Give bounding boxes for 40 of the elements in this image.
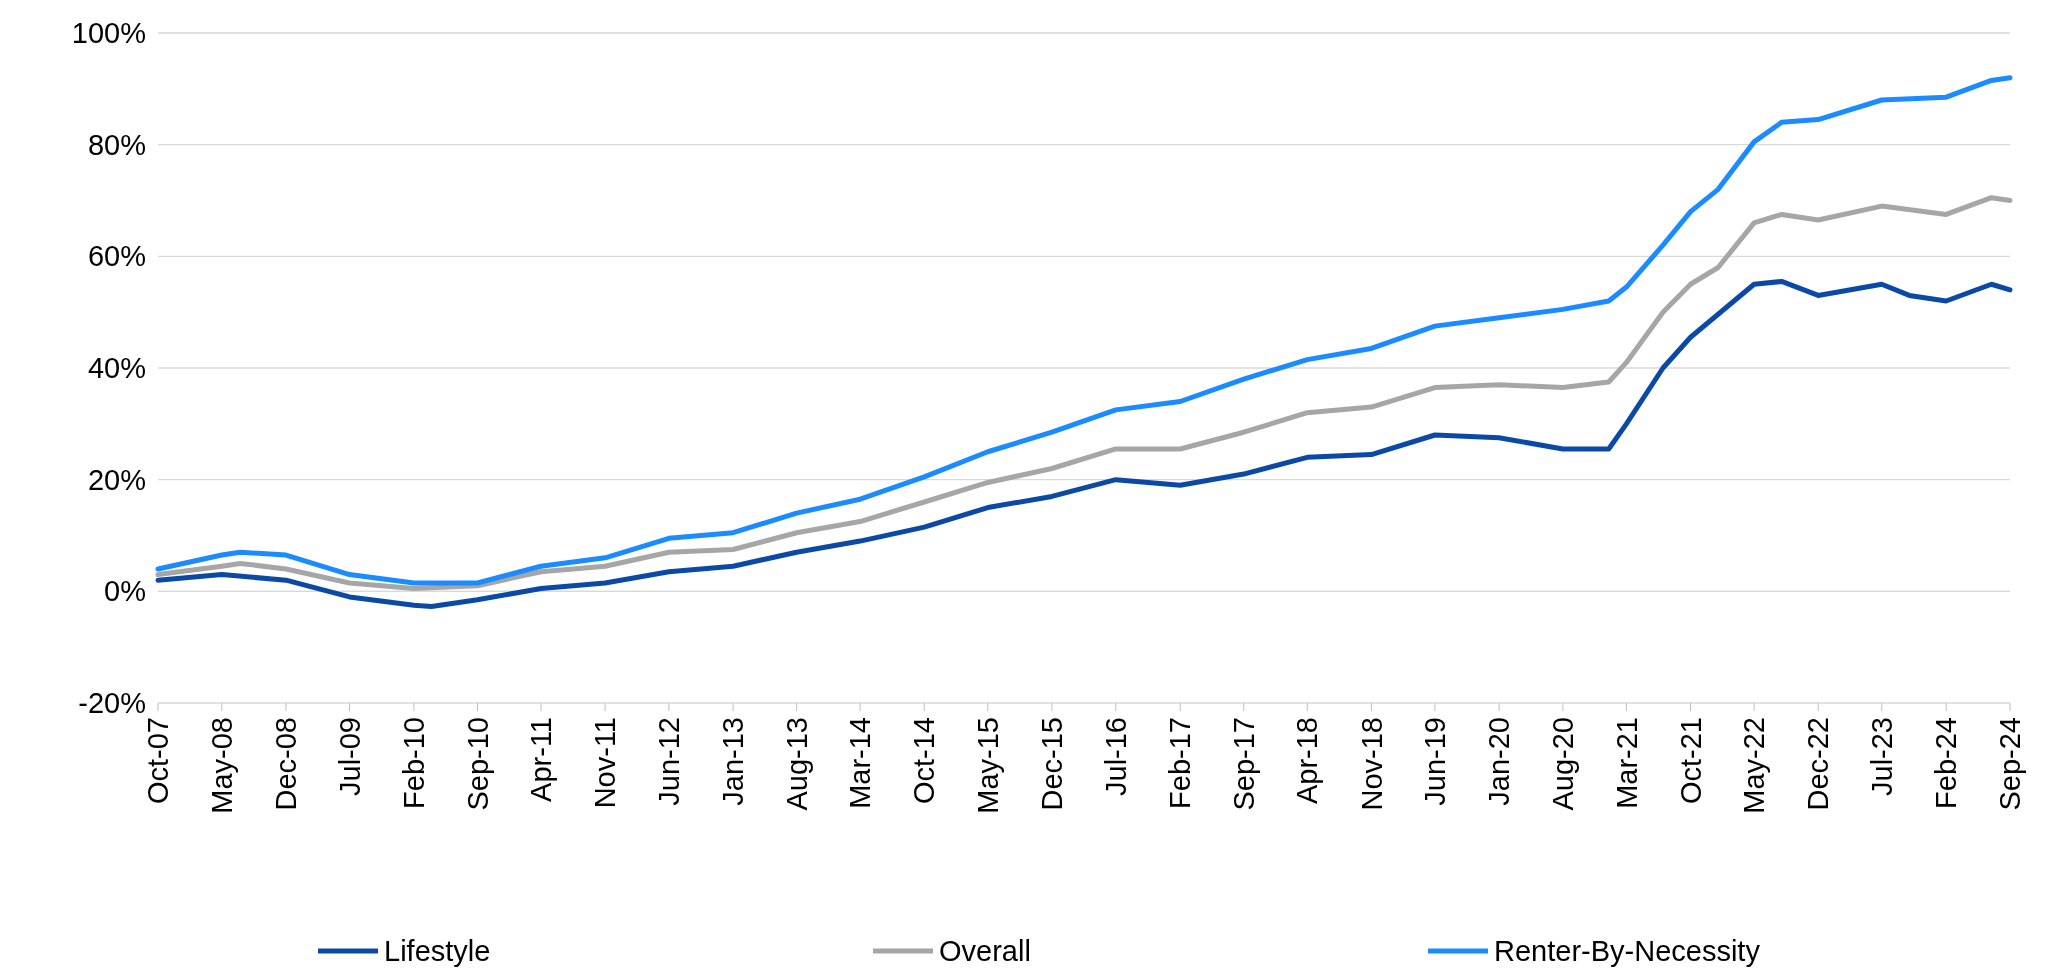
- y-tick-label: 60%: [87, 240, 146, 273]
- x-tick-label: May-08: [205, 717, 238, 814]
- x-tick-label: Dec-15: [1036, 717, 1069, 811]
- x-tick-label: Apr-18: [1291, 717, 1324, 805]
- x-tick-label: Jan-13: [717, 717, 750, 806]
- y-tick-label: 0%: [104, 575, 146, 608]
- x-tick-label: Aug-20: [1547, 717, 1580, 811]
- x-tick-label: Nov-11: [589, 717, 622, 809]
- x-tick-label: May-15: [971, 717, 1004, 814]
- legend-label: Overall: [939, 935, 1031, 967]
- x-tick-label: Apr-11: [525, 717, 558, 802]
- y-tick-label: 80%: [87, 128, 146, 161]
- x-tick-label: Oct-14: [908, 717, 941, 805]
- y-tick-label: 20%: [87, 463, 146, 496]
- x-tick-label: Oct-07: [142, 717, 175, 805]
- x-tick-label: Sep-10: [461, 717, 494, 811]
- x-tick-label: Nov-18: [1355, 717, 1388, 811]
- x-tick-label: Mar-21: [1610, 717, 1643, 809]
- x-tick-label: Dec-08: [270, 717, 303, 811]
- x-tick-label: May-22: [1738, 717, 1771, 814]
- x-tick-label: Mar-14: [844, 717, 877, 809]
- x-tick-label: Aug-13: [780, 717, 813, 811]
- x-tick-label: Sep-17: [1227, 717, 1260, 811]
- x-tick-label: Jan-20: [1483, 717, 1516, 806]
- x-tick-label: Feb-17: [1164, 717, 1197, 809]
- x-tick-label: Feb-24: [1930, 717, 1963, 809]
- x-tick-label: Oct-21: [1674, 717, 1707, 805]
- x-tick-label: Sep-24: [1994, 717, 2027, 811]
- x-tick-label: Jun-12: [653, 717, 686, 806]
- legend-label: Renter-By-Necessity: [1494, 935, 1761, 967]
- x-tick-label: Jun-19: [1419, 717, 1452, 806]
- y-tick-label: -20%: [78, 687, 146, 720]
- x-tick-label: Jul-16: [1099, 717, 1132, 796]
- x-tick-label: Dec-22: [1802, 717, 1835, 811]
- x-tick-label: Jul-09: [333, 717, 366, 796]
- x-tick-label: Jul-23: [1865, 717, 1898, 796]
- y-tick-label: 40%: [87, 352, 146, 385]
- x-tick-label: Feb-10: [398, 717, 431, 809]
- legend-label: Lifestyle: [384, 935, 491, 967]
- y-tick-label: 100%: [71, 17, 146, 50]
